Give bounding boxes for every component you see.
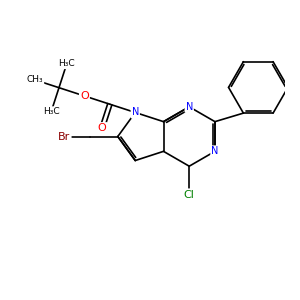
Text: CH₃: CH₃ bbox=[27, 75, 43, 84]
Text: N: N bbox=[132, 107, 139, 118]
Text: N: N bbox=[211, 146, 219, 156]
Text: N: N bbox=[185, 102, 193, 112]
Text: O: O bbox=[80, 91, 89, 101]
Text: H₃C: H₃C bbox=[43, 107, 59, 116]
Text: Br: Br bbox=[58, 131, 70, 142]
Text: O: O bbox=[98, 123, 106, 133]
Text: Cl: Cl bbox=[184, 190, 195, 200]
Text: H₃C: H₃C bbox=[58, 59, 75, 68]
